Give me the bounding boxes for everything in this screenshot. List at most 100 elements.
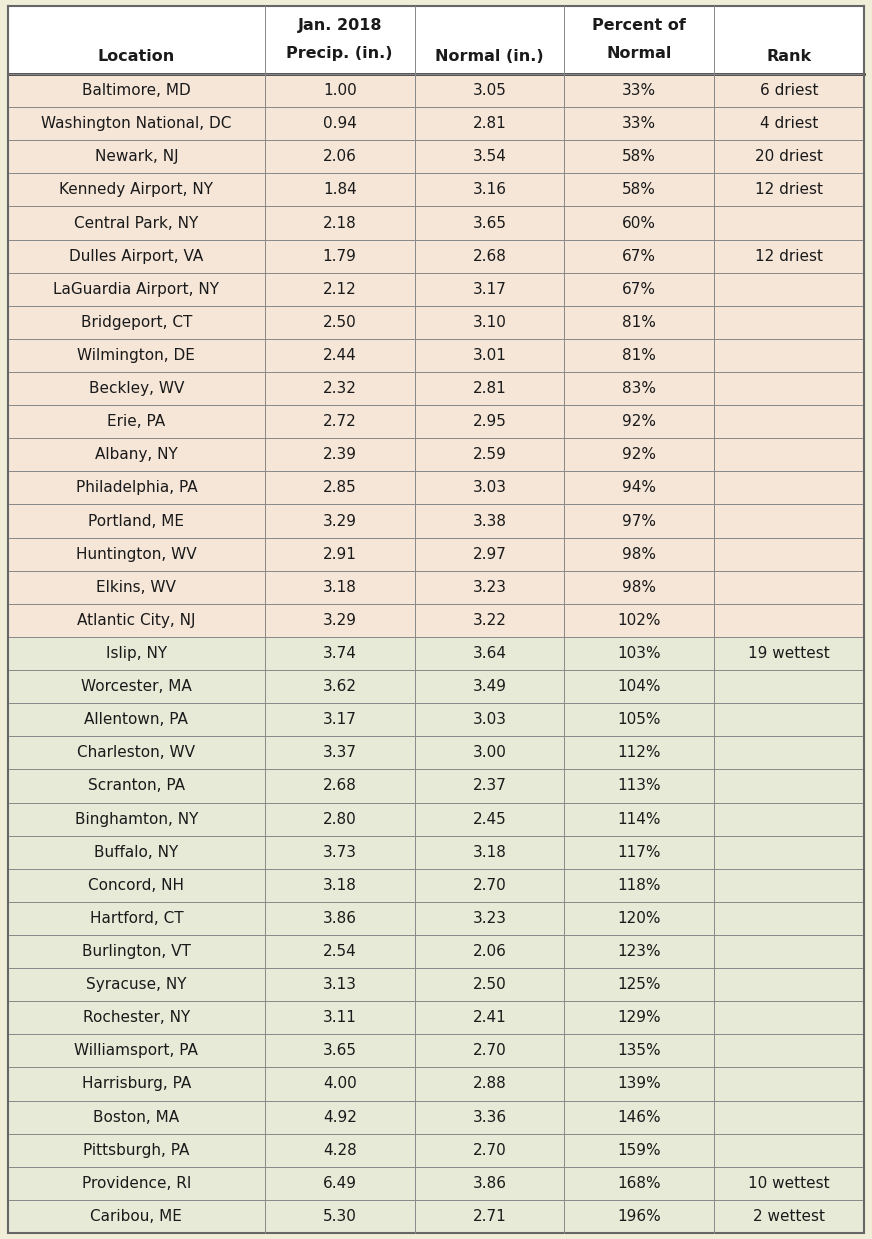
Text: 2.81: 2.81 <box>473 116 507 131</box>
Text: 113%: 113% <box>617 778 661 793</box>
Text: 67%: 67% <box>623 249 657 264</box>
Text: 2.70: 2.70 <box>473 1043 507 1058</box>
Text: 81%: 81% <box>623 315 657 330</box>
Text: 33%: 33% <box>623 83 657 98</box>
Text: 3.05: 3.05 <box>473 83 507 98</box>
Text: Huntington, WV: Huntington, WV <box>76 546 197 561</box>
Text: 2.06: 2.06 <box>473 944 507 959</box>
Text: Beckley, WV: Beckley, WV <box>89 382 184 396</box>
Bar <box>8 140 864 173</box>
Text: Providence, RI: Providence, RI <box>82 1176 191 1191</box>
Text: LaGuardia Airport, NY: LaGuardia Airport, NY <box>53 281 220 297</box>
Bar <box>8 74 864 107</box>
Text: 3.10: 3.10 <box>473 315 507 330</box>
Text: 3.74: 3.74 <box>323 646 357 660</box>
Text: 1.79: 1.79 <box>323 249 357 264</box>
Text: 3.23: 3.23 <box>473 580 507 595</box>
Bar <box>8 1068 864 1100</box>
Text: 3.65: 3.65 <box>473 216 507 230</box>
Text: 2.32: 2.32 <box>323 382 357 396</box>
Text: 3.49: 3.49 <box>473 679 507 694</box>
Text: 12 driest: 12 driest <box>755 249 823 264</box>
Text: Erie, PA: Erie, PA <box>107 414 166 429</box>
Bar <box>8 803 864 835</box>
Text: Washington National, DC: Washington National, DC <box>41 116 232 131</box>
Text: 4.28: 4.28 <box>323 1142 357 1157</box>
Text: Caribou, ME: Caribou, ME <box>91 1209 182 1224</box>
Text: 125%: 125% <box>617 978 661 992</box>
Text: 105%: 105% <box>617 712 661 727</box>
Text: 3.73: 3.73 <box>323 845 357 860</box>
Text: 3.86: 3.86 <box>473 1176 507 1191</box>
Text: 123%: 123% <box>617 944 661 959</box>
Text: 4.92: 4.92 <box>323 1110 357 1125</box>
Text: 4.00: 4.00 <box>323 1077 357 1092</box>
Text: 2.68: 2.68 <box>323 778 357 793</box>
Text: 112%: 112% <box>617 746 661 761</box>
Text: 94%: 94% <box>623 481 657 496</box>
Text: 2.72: 2.72 <box>323 414 357 429</box>
Text: Wilmington, DE: Wilmington, DE <box>78 348 195 363</box>
Bar <box>8 107 864 140</box>
Text: Rank: Rank <box>766 50 812 64</box>
Bar <box>8 1001 864 1035</box>
Text: 1.84: 1.84 <box>323 182 357 197</box>
Text: 114%: 114% <box>617 812 661 826</box>
Text: Location: Location <box>98 50 175 64</box>
Text: 168%: 168% <box>617 1176 661 1191</box>
Bar <box>8 704 864 736</box>
Text: 159%: 159% <box>617 1142 661 1157</box>
Text: 2.85: 2.85 <box>323 481 357 496</box>
Text: 81%: 81% <box>623 348 657 363</box>
Text: 1.00: 1.00 <box>323 83 357 98</box>
Text: 104%: 104% <box>617 679 661 694</box>
Text: 3.65: 3.65 <box>323 1043 357 1058</box>
Text: 2 wettest: 2 wettest <box>753 1209 825 1224</box>
Text: Worcester, MA: Worcester, MA <box>81 679 192 694</box>
Text: Concord, NH: Concord, NH <box>88 877 184 893</box>
Text: 58%: 58% <box>623 182 657 197</box>
Bar <box>8 372 864 405</box>
Text: 3.16: 3.16 <box>473 182 507 197</box>
Text: Newark, NJ: Newark, NJ <box>94 149 178 165</box>
Text: 10 wettest: 10 wettest <box>748 1176 830 1191</box>
Text: Charleston, WV: Charleston, WV <box>78 746 195 761</box>
Text: 146%: 146% <box>617 1110 661 1125</box>
Text: 2.06: 2.06 <box>323 149 357 165</box>
Text: 6 driest: 6 driest <box>760 83 818 98</box>
Text: Bridgeport, CT: Bridgeport, CT <box>81 315 192 330</box>
Bar <box>8 1134 864 1167</box>
Text: 3.62: 3.62 <box>323 679 357 694</box>
Text: 2.12: 2.12 <box>323 281 357 297</box>
Text: 120%: 120% <box>617 911 661 926</box>
Text: 3.37: 3.37 <box>323 746 357 761</box>
Bar <box>8 471 864 504</box>
Text: Buffalo, NY: Buffalo, NY <box>94 845 179 860</box>
Text: 60%: 60% <box>623 216 657 230</box>
Bar <box>8 439 864 471</box>
Text: 2.70: 2.70 <box>473 1142 507 1157</box>
Text: 2.70: 2.70 <box>473 877 507 893</box>
Text: 3.13: 3.13 <box>323 978 357 992</box>
Text: 2.71: 2.71 <box>473 1209 507 1224</box>
Text: 3.23: 3.23 <box>473 911 507 926</box>
Bar <box>8 6 864 74</box>
Bar <box>8 736 864 769</box>
Bar <box>8 637 864 670</box>
Text: Albany, NY: Albany, NY <box>95 447 178 462</box>
Text: 58%: 58% <box>623 149 657 165</box>
Text: 3.17: 3.17 <box>473 281 507 297</box>
Bar <box>8 339 864 372</box>
Text: 2.91: 2.91 <box>323 546 357 561</box>
Text: 20 driest: 20 driest <box>755 149 823 165</box>
Text: Binghamton, NY: Binghamton, NY <box>75 812 198 826</box>
Text: 2.95: 2.95 <box>473 414 507 429</box>
Text: Allentown, PA: Allentown, PA <box>85 712 188 727</box>
Text: 19 wettest: 19 wettest <box>748 646 830 660</box>
Text: 196%: 196% <box>617 1209 661 1224</box>
Text: Philadelphia, PA: Philadelphia, PA <box>76 481 197 496</box>
Text: 92%: 92% <box>623 414 657 429</box>
Bar <box>8 273 864 306</box>
Text: 2.54: 2.54 <box>323 944 357 959</box>
Bar <box>8 207 864 239</box>
